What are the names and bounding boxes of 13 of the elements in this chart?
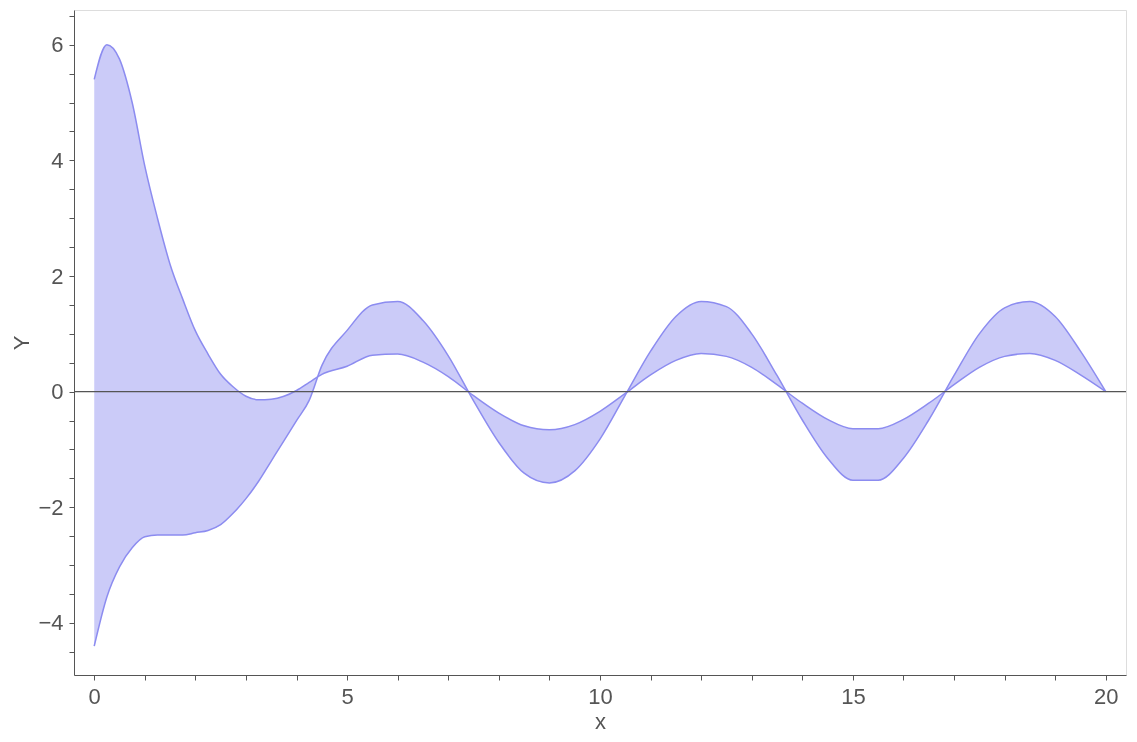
x-tick-label: 5 [341,683,354,709]
x-tick-label: 10 [588,683,613,709]
x-axis-title: x [595,708,606,734]
y-tick-label: −4 [38,610,64,636]
y-tick-label: 2 [51,263,64,289]
y-tick-label: 0 [51,379,64,405]
y-tick-label: 6 [51,32,64,58]
y-tick-label: 4 [51,147,64,173]
x-tick-label: 20 [1094,683,1119,709]
y-axis-title: Y [9,335,35,351]
y-tick-label: −2 [38,494,64,520]
x-tick-label: 0 [88,683,101,709]
x-tick-label: 15 [841,683,866,709]
